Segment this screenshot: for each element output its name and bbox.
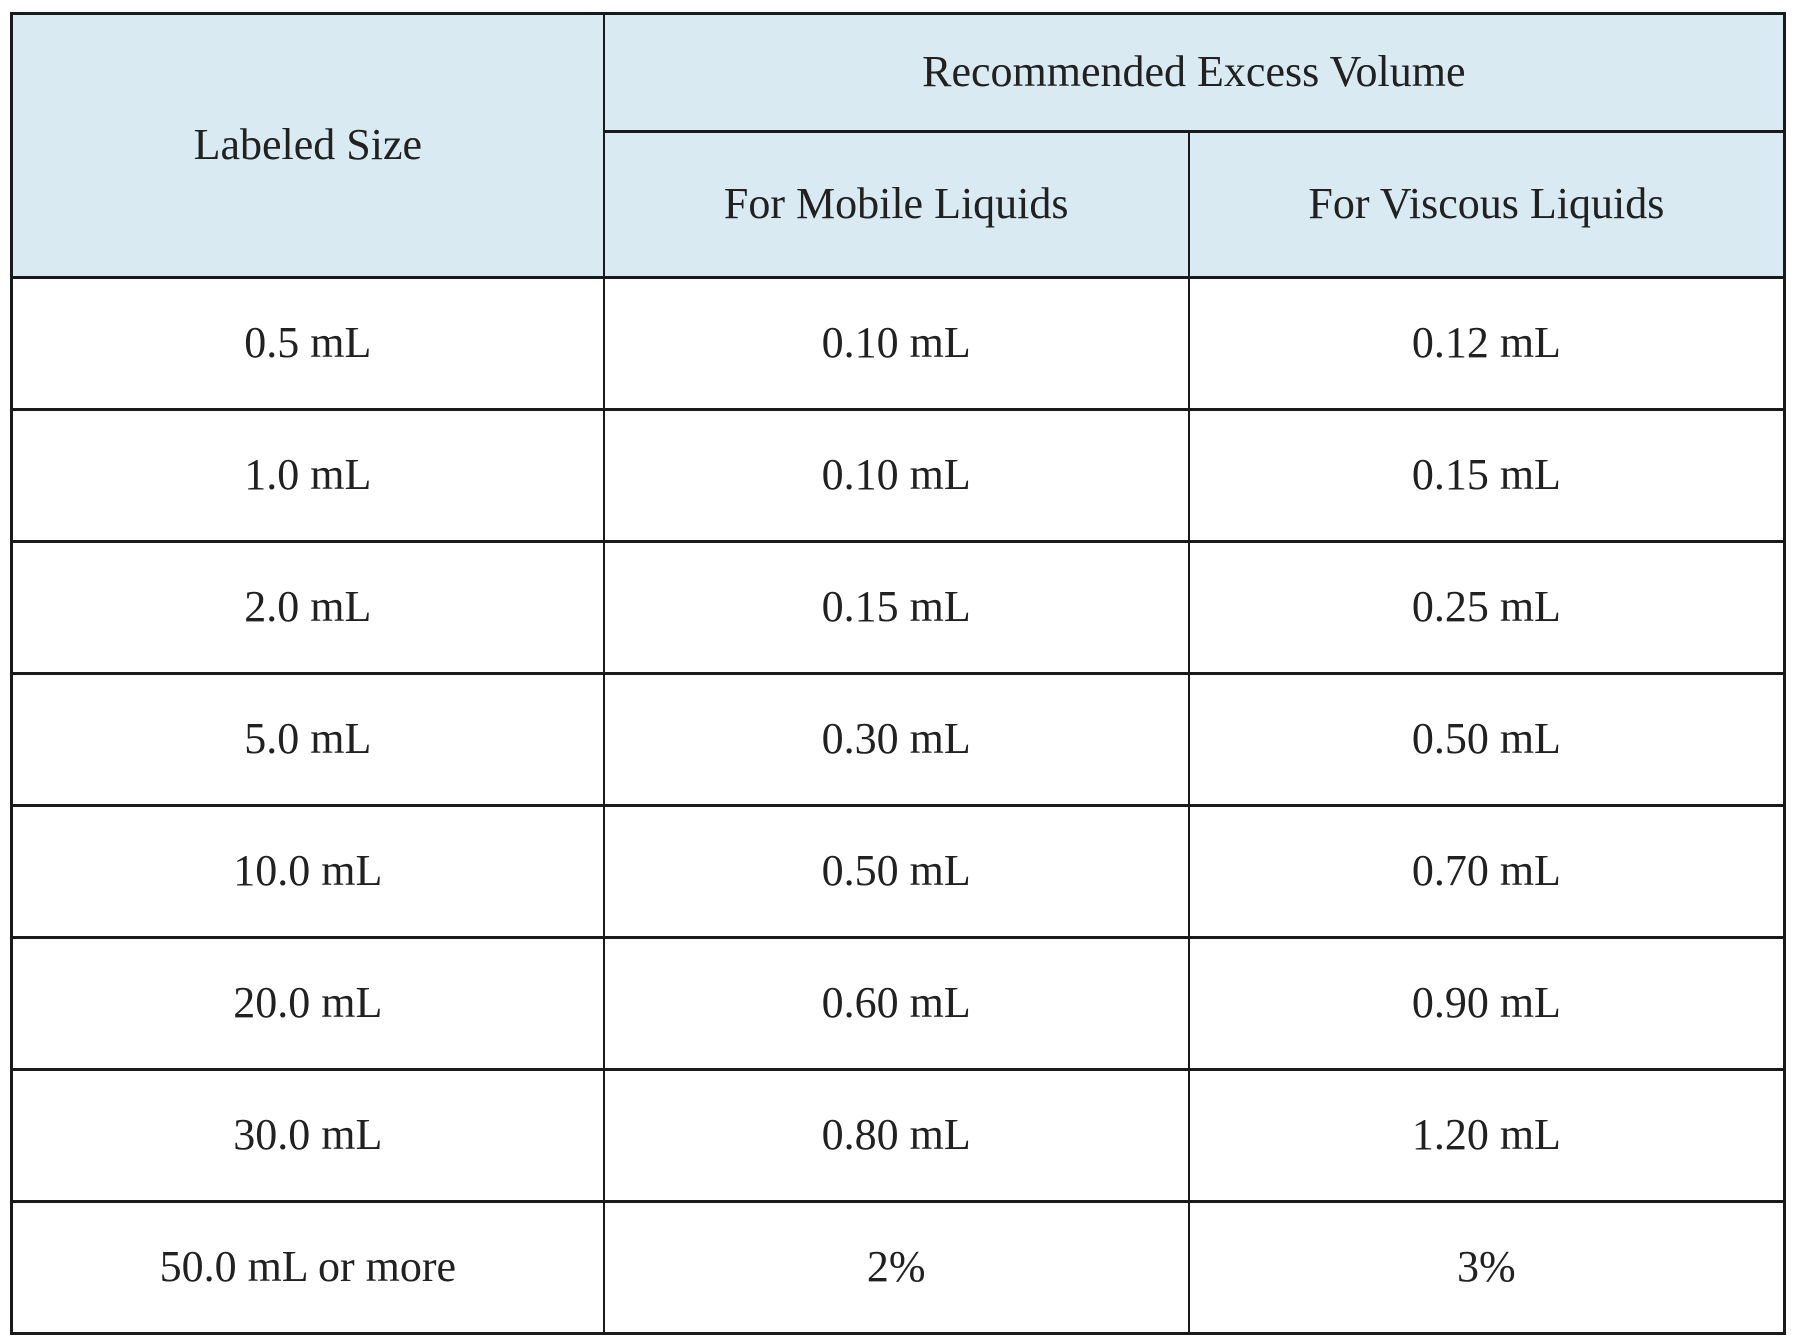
header-row-sub: For Mobile Liquids For Viscous Liquids [12, 130, 1786, 279]
header-for-mobile-liquids: For Mobile Liquids [602, 130, 1190, 279]
cell-labeled-size: 10.0 mL [10, 804, 605, 939]
cell-viscous-liquids-value: 0.12 mL [1187, 276, 1786, 411]
cell-viscous-liquids-value: 0.70 mL [1187, 804, 1786, 939]
cell-labeled-size: 2.0 mL [10, 540, 605, 675]
table-row: 5.0 mL 0.30 mL 0.50 mL [10, 672, 1786, 807]
cell-labeled-size: 0.5 mL [10, 276, 605, 411]
cell-viscous-liquids-value: 3% [1187, 1200, 1786, 1335]
header-for-viscous-liquids: For Viscous Liquids [1187, 130, 1786, 279]
cell-labeled-size: 50.0 mL or more [10, 1200, 605, 1335]
cell-labeled-size: 5.0 mL [10, 672, 605, 807]
cell-mobile-liquids-value: 2% [602, 1200, 1190, 1335]
table-row: 30.0 mL 0.80 mL 1.20 mL [10, 1068, 1786, 1203]
cell-mobile-liquids-value: 0.10 mL [602, 408, 1190, 543]
table-row: 50.0 mL or more 2% 3% [10, 1200, 1786, 1335]
cell-viscous-liquids-value: 0.50 mL [1187, 672, 1786, 807]
header-labeled-size: Labeled Size [10, 12, 605, 279]
cell-mobile-liquids-value: 0.60 mL [602, 936, 1190, 1071]
cell-viscous-liquids-value: 1.20 mL [1187, 1068, 1786, 1203]
header-recommended-excess-volume: Recommended Excess Volume [602, 12, 1786, 133]
table-row: 2.0 mL 0.15 mL 0.25 mL [10, 540, 1786, 675]
cell-mobile-liquids-value: 0.15 mL [602, 540, 1190, 675]
cell-mobile-liquids-value: 0.10 mL [602, 276, 1190, 411]
header-row-group: Labeled Size Recommended Excess Volume [10, 12, 1786, 279]
cell-labeled-size: 30.0 mL [10, 1068, 605, 1203]
table-row: 20.0 mL 0.60 mL 0.90 mL [10, 936, 1786, 1071]
table-row: 10.0 mL 0.50 mL 0.70 mL [10, 804, 1786, 939]
cell-viscous-liquids-value: 0.25 mL [1187, 540, 1786, 675]
cell-viscous-liquids-value: 0.15 mL [1187, 408, 1786, 543]
cell-labeled-size: 20.0 mL [10, 936, 605, 1071]
cell-viscous-liquids-value: 0.90 mL [1187, 936, 1786, 1071]
table-row: 1.0 mL 0.10 mL 0.15 mL [10, 408, 1786, 543]
cell-mobile-liquids-value: 0.80 mL [602, 1068, 1190, 1203]
table-row: 0.5 mL 0.10 mL 0.12 mL [10, 276, 1786, 411]
cell-mobile-liquids-value: 0.30 mL [602, 672, 1190, 807]
excess-volume-table: Labeled Size Recommended Excess Volume F… [10, 12, 1786, 1335]
table-header: Labeled Size Recommended Excess Volume F… [10, 12, 1786, 279]
table-body: 0.5 mL 0.10 mL 0.12 mL 1.0 mL 0.10 mL 0.… [10, 276, 1786, 1335]
cell-mobile-liquids-value: 0.50 mL [602, 804, 1190, 939]
cell-labeled-size: 1.0 mL [10, 408, 605, 543]
